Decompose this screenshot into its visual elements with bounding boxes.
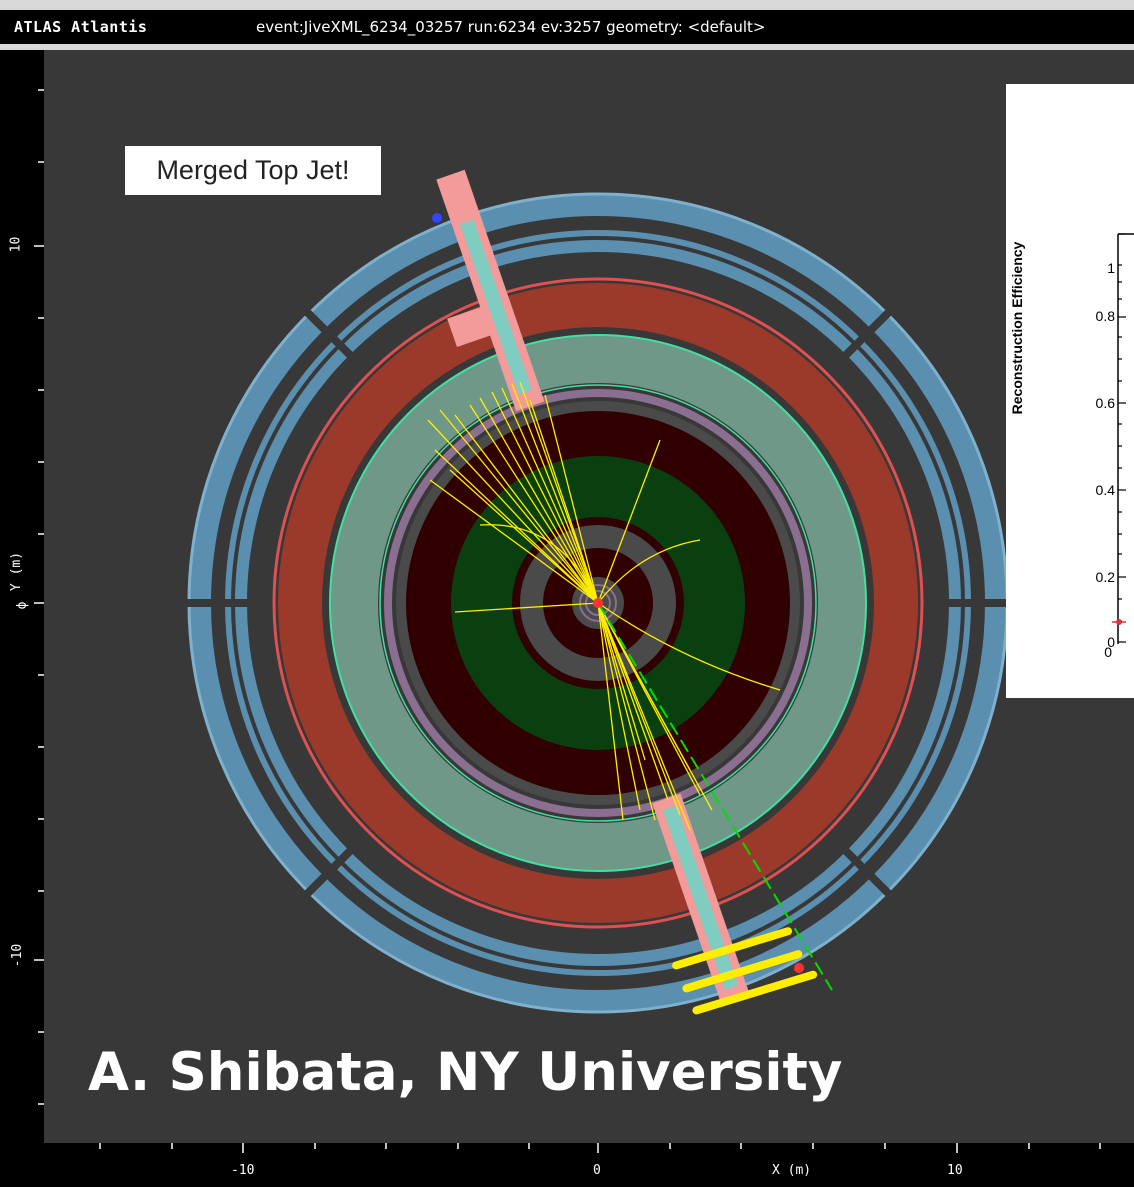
x-axis-title: X (m)	[772, 1163, 812, 1178]
author-credit: A. Shibata, NY University	[88, 1042, 843, 1103]
inset-y-tick-0.6: 0.6	[1095, 395, 1115, 411]
y-axis-title: Y (m)	[9, 551, 25, 592]
event-info: event:JiveXML_6234_03257 run:6234 ev:325…	[256, 18, 766, 36]
inset-y-tick-0.8: 0.8	[1095, 308, 1115, 324]
x-tick-0: 0	[593, 1163, 601, 1178]
y-axis: 10 Y (m) ϕ -10	[0, 50, 44, 1143]
inset-y-tick-0.2: 0.2	[1095, 569, 1115, 585]
title-bar: ATLAS Atlantis event:JiveXML_6234_03257 …	[0, 10, 1134, 44]
app-name: ATLAS Atlantis	[14, 18, 148, 36]
x-tick-minus-10: -10	[231, 1163, 255, 1178]
window-top-strip	[0, 0, 1134, 10]
inset-x-tick-0: 0	[1104, 644, 1112, 660]
efficiency-inset-chart: Reconstruction Efficiency 1 0.8 0.6 0.4	[1006, 84, 1134, 698]
jet-tracks	[427, 381, 781, 831]
detector-view	[186, 169, 1010, 1015]
x-tick-10: 10	[947, 1163, 963, 1178]
title-separator	[0, 44, 1134, 50]
upper-jet	[436, 169, 545, 412]
y-tick-minus-10: -10	[10, 943, 26, 968]
inset-y-tick-1: 1	[1107, 260, 1115, 276]
event-display-canvas[interactable]: Merged Top Jet! A. Shibata, NY Universit…	[44, 50, 1134, 1143]
inset-y-tick-0: 0	[1107, 634, 1115, 650]
muon-track	[597, 602, 833, 991]
merged-top-jet-label: Merged Top Jet!	[125, 146, 381, 195]
solenoid	[384, 389, 812, 817]
y-tick-10: 10	[8, 236, 24, 253]
muon-hits	[672, 927, 818, 1015]
inset-y-tick-0.4: 0.4	[1095, 482, 1115, 498]
phi-marker: ϕ	[14, 601, 30, 610]
vertex	[593, 598, 603, 608]
x-axis: -10 0 X (m) 10	[0, 1143, 1134, 1187]
